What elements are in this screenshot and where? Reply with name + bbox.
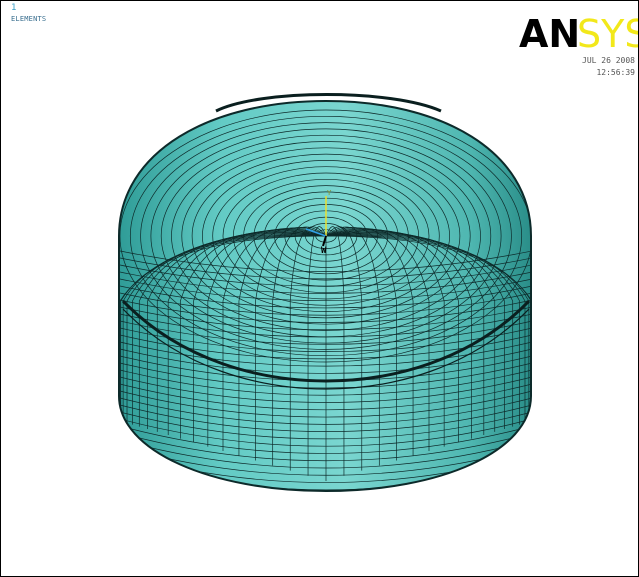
svg-text:W: W (321, 246, 327, 256)
